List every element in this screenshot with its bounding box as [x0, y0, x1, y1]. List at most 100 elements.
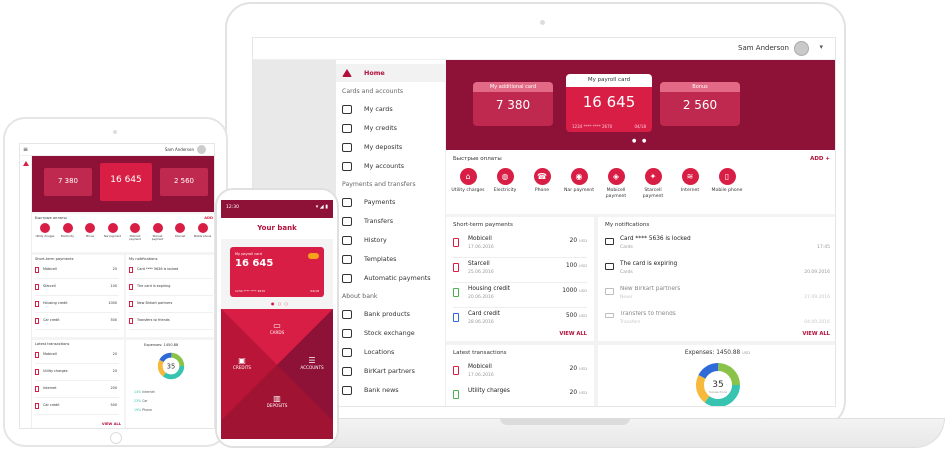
- list-item[interactable]: Card **** 5636 is locked: [129, 265, 213, 279]
- list-item[interactable]: Mobicell 20: [35, 265, 119, 279]
- quick-mobicell[interactable]: ◈ Mobicell payment: [598, 168, 634, 200]
- card-bonus[interactable]: Bonus 2 560: [660, 82, 740, 126]
- sidebar-item-cards[interactable]: My cards: [336, 100, 446, 118]
- sidebar-item-deposits[interactable]: My deposits: [336, 138, 446, 156]
- row-date: 28.06.2016: [468, 320, 494, 325]
- quick-mobile[interactable]: ▯ Mobile phone: [709, 168, 745, 194]
- expenses-donut[interactable]: 35 transactions: [693, 360, 743, 407]
- quick-action[interactable]: Internet: [170, 223, 190, 238]
- add-button[interactable]: ADD +: [810, 156, 830, 162]
- row-value: 100: [110, 284, 117, 288]
- list-item[interactable]: New Birkart partners: [129, 299, 213, 313]
- panel-title: Latest transactions: [35, 342, 70, 346]
- panel-title: Short-term payments: [453, 222, 513, 228]
- list-item[interactable]: The card is expiring Cards 20.09.2016: [605, 260, 830, 281]
- sidebar-item-payments[interactable]: Payments: [336, 193, 446, 211]
- sidebar-item-home[interactable]: Home: [336, 64, 446, 82]
- sidebar-item-bank-news[interactable]: Bank news: [336, 381, 446, 399]
- list-item[interactable]: Utility charges 20: [35, 367, 119, 381]
- menu-accounts[interactable]: ☰ ACCOUNTS: [295, 356, 329, 370]
- sidebar-item-label: History: [364, 236, 387, 244]
- sidebar-item-accounts[interactable]: My accounts: [336, 157, 446, 175]
- list-item[interactable]: Transfers to friends Transfers 04.09.2016: [605, 310, 830, 331]
- wifi-icon: ≋: [681, 168, 699, 185]
- sidebar-item-transfers[interactable]: Transfers: [336, 212, 446, 230]
- carousel-dots[interactable]: ● ●: [632, 138, 649, 144]
- sidebar-item-birkart-partners[interactable]: BirKart partners: [336, 362, 446, 380]
- quick-electricity[interactable]: ◍ Electricity: [487, 168, 523, 194]
- list-item[interactable]: Mobicell 17.06.2016 20 USD: [453, 363, 587, 384]
- quick-action[interactable]: Starcell payment: [148, 223, 168, 241]
- sidebar-item-automatic-payments[interactable]: Automatic payments: [336, 269, 446, 287]
- list-item[interactable]: Car credit 500: [35, 401, 119, 415]
- list-item[interactable]: Mobicell 17.06.2016 20 USD: [453, 235, 587, 256]
- list-item[interactable]: Transfers to friends: [129, 316, 213, 330]
- card-payroll[interactable]: 16 645: [100, 163, 152, 201]
- sidebar-item-stock-exchange[interactable]: Stock exchange: [336, 324, 446, 342]
- view-all-link[interactable]: VIEW ALL: [559, 331, 587, 337]
- card-bonus[interactable]: 2 560: [160, 168, 208, 196]
- sidebar-item-label: My accounts: [364, 162, 405, 170]
- sidebar-item-templates[interactable]: Templates: [336, 250, 446, 268]
- quick-action-icon: [62, 223, 73, 233]
- sidebar-item-credits[interactable]: My credits: [336, 119, 446, 137]
- sidebar-item-bank-products[interactable]: Bank products: [336, 305, 446, 323]
- quick-action[interactable]: Mobile phone: [193, 223, 213, 238]
- row-date: 17.06.2016: [468, 373, 494, 378]
- list-item[interactable]: The card is expiring: [129, 282, 213, 296]
- user-name[interactable]: Sam Anderson: [164, 147, 194, 152]
- menu-icon[interactable]: ≡: [23, 146, 29, 153]
- currency: USD: [578, 288, 587, 293]
- tablet-home-button[interactable]: [110, 432, 122, 444]
- card-payroll[interactable]: My payroll card 16 645 1234 **** **** 26…: [566, 74, 652, 132]
- quick-starcell[interactable]: ✦ Starcell payment: [635, 168, 671, 200]
- quick-nar[interactable]: ◉ Nar payment: [561, 168, 597, 194]
- list-item[interactable]: Housing credit 1000: [35, 299, 119, 313]
- quick-action-label: Starcell payment: [151, 235, 164, 241]
- card-additional[interactable]: 7 380: [44, 168, 92, 196]
- quick-action[interactable]: Phone: [80, 223, 100, 238]
- list-item[interactable]: Utility charges 20 USD: [453, 387, 587, 406]
- view-all-link[interactable]: VIEW ALL: [802, 331, 830, 337]
- menu-credits[interactable]: ▣ CREDITS: [227, 356, 257, 370]
- list-item[interactable]: New Birkart partners News 27.09.2016: [605, 285, 830, 306]
- sidebar-item-label: Locations: [364, 348, 395, 356]
- menu-cards[interactable]: ▭ CARDS: [260, 321, 294, 335]
- home-icon[interactable]: [23, 161, 29, 166]
- card-label: My payroll card: [566, 74, 652, 87]
- avatar[interactable]: [794, 41, 809, 56]
- row-date: 25.06.2016: [468, 270, 494, 275]
- avatar[interactable]: [197, 145, 206, 154]
- sidebar-item-history[interactable]: History: [336, 231, 446, 249]
- quick-utility[interactable]: ⌂ Utility charges: [450, 168, 486, 194]
- quick-internet[interactable]: ≋ Internet: [672, 168, 708, 194]
- card-additional[interactable]: My additional card 7 380: [473, 82, 553, 126]
- list-item[interactable]: Housing credit 20.06.2016 1000 USD: [453, 285, 587, 306]
- quick-action[interactable]: Electricity: [58, 223, 78, 238]
- mobile-icon: [453, 366, 459, 375]
- add-button[interactable]: ADD: [204, 216, 213, 220]
- phone-card[interactable]: My payroll card 16 645 1234 **** **** 26…: [230, 247, 324, 297]
- carousel-dots[interactable]: ● ○ ○: [271, 301, 290, 306]
- view-all-link[interactable]: VIEW ALL: [101, 422, 121, 426]
- list-item[interactable]: Card credit 28.06.2016 500 USD: [453, 310, 587, 331]
- row-time: 17:45: [817, 245, 830, 250]
- history-icon: [342, 235, 352, 245]
- tablet-expenses-donut[interactable]: 35: [156, 351, 186, 381]
- list-item[interactable]: Card **** 5636 is locked Cards 17:45: [605, 235, 830, 256]
- list-item[interactable]: Starcell 25.06.2016 100 USD: [453, 260, 587, 281]
- quick-action[interactable]: Mobicell payment: [125, 223, 145, 241]
- menu-deposits[interactable]: ▥ DEPOSITS: [260, 394, 294, 408]
- list-item[interactable]: Internet 200: [35, 384, 119, 398]
- user-name[interactable]: Sam Anderson: [738, 44, 789, 52]
- tablet-hero: 7 380 16 645 2 560: [32, 156, 214, 212]
- value: 100: [565, 263, 578, 269]
- chevron-down-icon[interactable]: ▾: [819, 43, 823, 51]
- list-item[interactable]: Car credit 500: [35, 316, 119, 330]
- sidebar-item-locations[interactable]: Locations: [336, 343, 446, 361]
- list-item[interactable]: Mobicell 20: [35, 350, 119, 364]
- quick-action[interactable]: Nar payment: [103, 223, 123, 238]
- quick-phone[interactable]: ☎ Phone: [524, 168, 560, 194]
- quick-action[interactable]: Utility charges: [35, 223, 55, 238]
- list-item[interactable]: Starcell 100: [35, 282, 119, 296]
